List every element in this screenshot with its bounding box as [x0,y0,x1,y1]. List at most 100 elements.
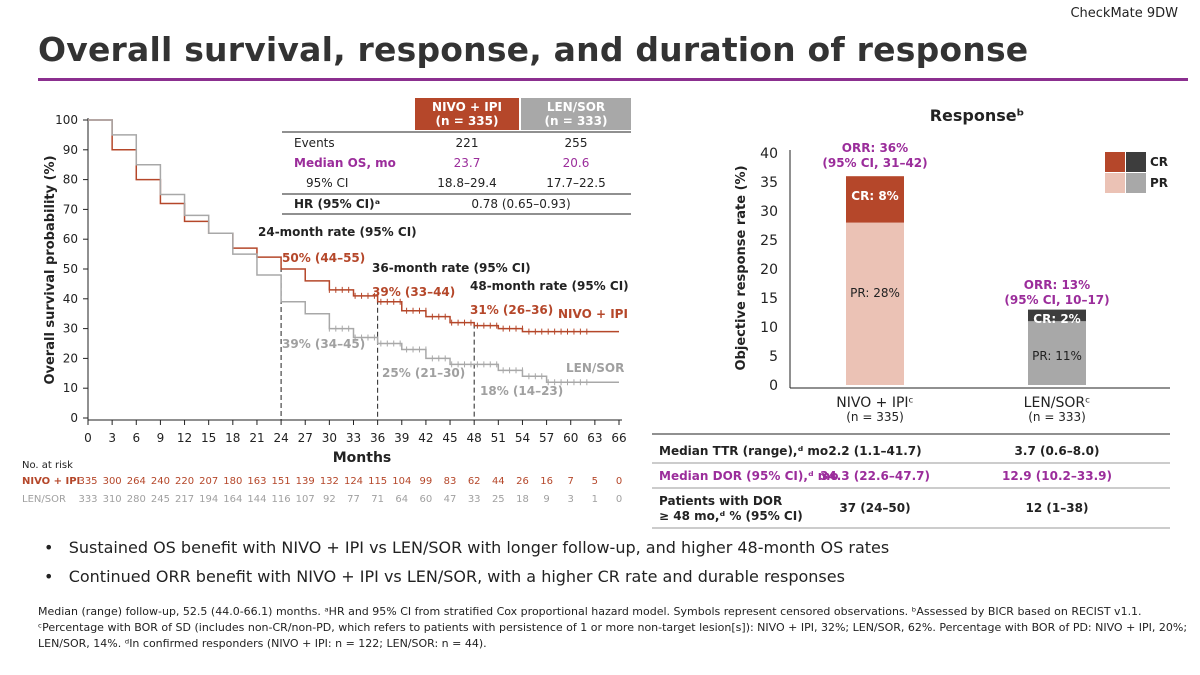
at-risk-count: 124 [344,476,363,487]
x-tick-label: 9 [157,431,165,445]
x-tick-label: 45 [442,431,457,445]
at-risk-title: No. at risk [22,460,73,471]
hr-value: 0.78 (0.65–0.93) [471,197,570,211]
header-nivo [415,98,519,130]
x-tick-label: 60 [563,431,578,445]
os-nivo-value: 23.7 [454,156,481,170]
x-tick-label: 39 [394,431,409,445]
os-row-label: 95% CI [306,176,348,190]
at-risk-count: 207 [199,476,218,487]
resp-row-label: Median TTR (range),ᵈ mo [659,444,828,458]
title-rule [38,78,1188,81]
x-tick-label: 63 [587,431,602,445]
resp-row-label: Patients with DOR [659,494,782,508]
orr-ci-label: (95% CI, 10–17) [1004,293,1109,307]
resp-len-value: 3.7 (0.6–8.0) [1015,444,1100,458]
bar-y-tick: 30 [760,204,778,220]
y-tick-label: 90 [63,143,78,157]
at-risk-count: 99 [420,476,433,487]
rate-label-48: 48-month rate (95% CI) [470,279,629,293]
table-header: (n = 335) [436,114,499,128]
at-risk-count: 310 [103,494,122,505]
x-tick-label: 57 [539,431,554,445]
at-risk-count: 144 [247,494,266,505]
y-tick-label: 50 [63,262,78,276]
orr-label: ORR: 36% [842,141,908,155]
nivo-rate-48: 31% (26–36) [470,303,553,317]
hr-label: HR (95% CI)ᵃ [294,197,380,211]
at-risk-count: 62 [468,476,481,487]
at-risk-count: 335 [78,476,97,487]
bar-cr [846,176,904,223]
at-risk-count: 240 [151,476,170,487]
bar-y-tick: 20 [760,262,778,278]
at-risk-count: 71 [371,494,384,505]
x-tick-label: 30 [322,431,337,445]
legend-cr: CR [1150,155,1168,169]
table-header: NIVO + IPI [432,100,502,114]
at-risk-count: 220 [175,476,194,487]
legend-cr-swatch [1105,152,1125,172]
at-risk-count: 300 [103,476,122,487]
y-tick-label: 40 [63,292,78,306]
orr-label: ORR: 13% [1024,278,1090,292]
at-risk-count: 104 [392,476,411,487]
slide-title: Overall survival, response, and duration… [38,30,1029,69]
y-tick-label: 80 [63,173,78,187]
legend-pr: PR [1150,176,1168,190]
at-risk-count: 151 [272,476,291,487]
at-risk-arm: LEN/SOR [22,494,66,505]
at-risk-count: 217 [175,494,194,505]
len-rate-24: 39% (34–45) [282,337,365,351]
nivo-curve-label: NIVO + IPI [558,307,628,321]
bullet-2: • Continued ORR benefit with NIVO + IPI … [44,567,845,586]
len-curve-label: LEN/SOR [566,361,624,375]
bullet-text: Continued ORR benefit with NIVO + IPI vs… [68,567,845,586]
resp-row-label: Median DOR (95% CI),ᵈ mo [659,469,839,483]
os-len-value: 255 [565,136,588,150]
bar-y-tick: 15 [760,291,778,307]
y-tick-label: 30 [63,322,78,336]
at-risk-count: 26 [516,476,529,487]
bar-category: NIVO + IPIᶜ [836,395,913,411]
bar-n: (n = 333) [1028,410,1086,424]
header-len [521,98,631,130]
resp-len-value: 12.9 (10.2–33.9) [1002,469,1112,483]
at-risk-count: 164 [223,494,242,505]
at-risk-count: 1 [592,494,598,505]
resp-row-label: ≥ 48 mo,ᵈ % (95% CI) [659,509,803,523]
bar-y-tick: 35 [760,175,778,191]
len-rate-36: 25% (21–30) [382,366,465,380]
bar-y-tick: 25 [760,233,778,249]
at-risk-count: 77 [347,494,360,505]
at-risk-count: 44 [492,476,505,487]
at-risk-count: 3 [568,494,574,505]
response-title: Responseᵇ [930,106,1025,125]
x-tick-label: 15 [201,431,216,445]
y-tick-label: 10 [63,381,78,395]
at-risk-count: 264 [127,476,146,487]
x-tick-label: 27 [298,431,313,445]
at-risk-count: 180 [223,476,242,487]
at-risk-count: 5 [592,476,598,487]
at-risk-count: 0 [616,476,622,487]
rate-label-36: 36-month rate (95% CI) [372,261,531,275]
bar-y-tick: 5 [769,349,778,365]
x-tick-label: 18 [225,431,240,445]
at-risk-count: 245 [151,494,170,505]
at-risk-count: 18 [516,494,529,505]
bullet-1: • Sustained OS benefit with NIVO + IPI v… [44,538,890,557]
legend-pr-swatch [1105,173,1125,193]
cr-label: CR: 8% [851,189,898,203]
y-tick-label: 20 [63,351,78,365]
bar-pr [1028,321,1086,385]
x-tick-label: 3 [108,431,116,445]
at-risk-count: 139 [296,476,315,487]
x-tick-label: 48 [467,431,482,445]
study-name: CheckMate 9DW [1070,6,1178,21]
x-tick-label: 12 [177,431,192,445]
at-risk-count: 0 [616,494,622,505]
legend-cr-swatch [1126,152,1146,172]
os-nivo-value: 18.8–29.4 [437,176,496,190]
